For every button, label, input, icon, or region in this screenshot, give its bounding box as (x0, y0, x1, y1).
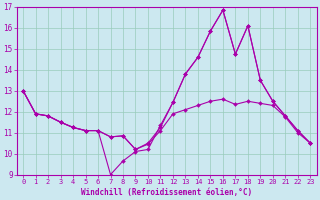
X-axis label: Windchill (Refroidissement éolien,°C): Windchill (Refroidissement éolien,°C) (81, 188, 252, 197)
